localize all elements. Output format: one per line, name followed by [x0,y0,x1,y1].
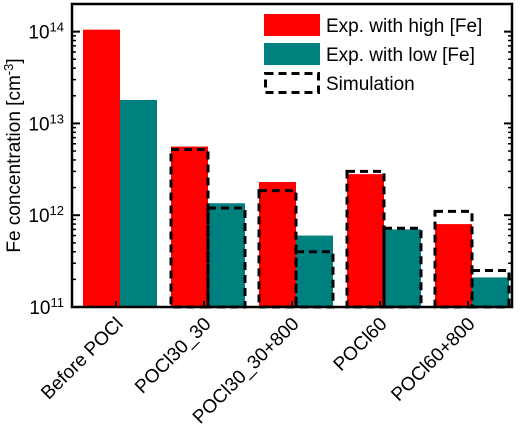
y-axis-label-text: Fe concentration [cm [4,75,25,252]
x-tick-label-0: Before POCl [37,314,127,404]
x-tick-label-1: POCl30_30 [131,314,215,398]
y-tick-label-1: 1012 [28,203,64,228]
y-axis-label-close: ] [4,58,25,63]
y-axis-label-exponent: -3 [1,64,16,76]
legend: Exp. with high [Fe] Exp. with low [Fe] Sim… [264,14,482,95]
bar-low-fe-3 [384,229,421,307]
legend-label-2: Simulation [326,74,415,95]
y-tick-label-2: 1013 [28,111,64,136]
bar-high-fe-1 [171,146,208,307]
legend-swatch-1 [264,43,320,65]
sim-bar-high-3 [345,169,386,309]
legend-swatch-0 [264,14,320,36]
y-axis-label: Fe concentration [cm-3] [1,58,26,252]
bar-high-fe-3 [347,174,384,307]
bar-low-fe-4 [472,277,509,307]
bar-low-fe-1 [208,203,245,307]
sim-bar-low-1 [206,206,247,309]
bar-high-fe-2 [259,182,296,307]
x-tick-label-3: POCl60 [330,314,392,376]
bar-high-fe-0 [83,29,120,307]
bar-high-fe-4 [435,224,472,307]
bars-layer [83,29,509,307]
y-axis: 1011 1012 1013 1014 [28,3,512,320]
legend-label-1: Exp. with low [Fe] [326,45,475,66]
y-tick-label-3: 1014 [28,19,64,44]
bar-low-fe-0 [120,99,157,307]
x-tick-label-4: POCl60+800 [387,314,479,406]
y-tick-label-0: 1011 [29,295,64,320]
legend-swatch-2 [264,72,320,94]
legend-label-0: Exp. with high [Fe] [326,16,482,37]
sim-bar-high-4 [433,209,474,309]
bar-low-fe-2 [296,235,333,307]
